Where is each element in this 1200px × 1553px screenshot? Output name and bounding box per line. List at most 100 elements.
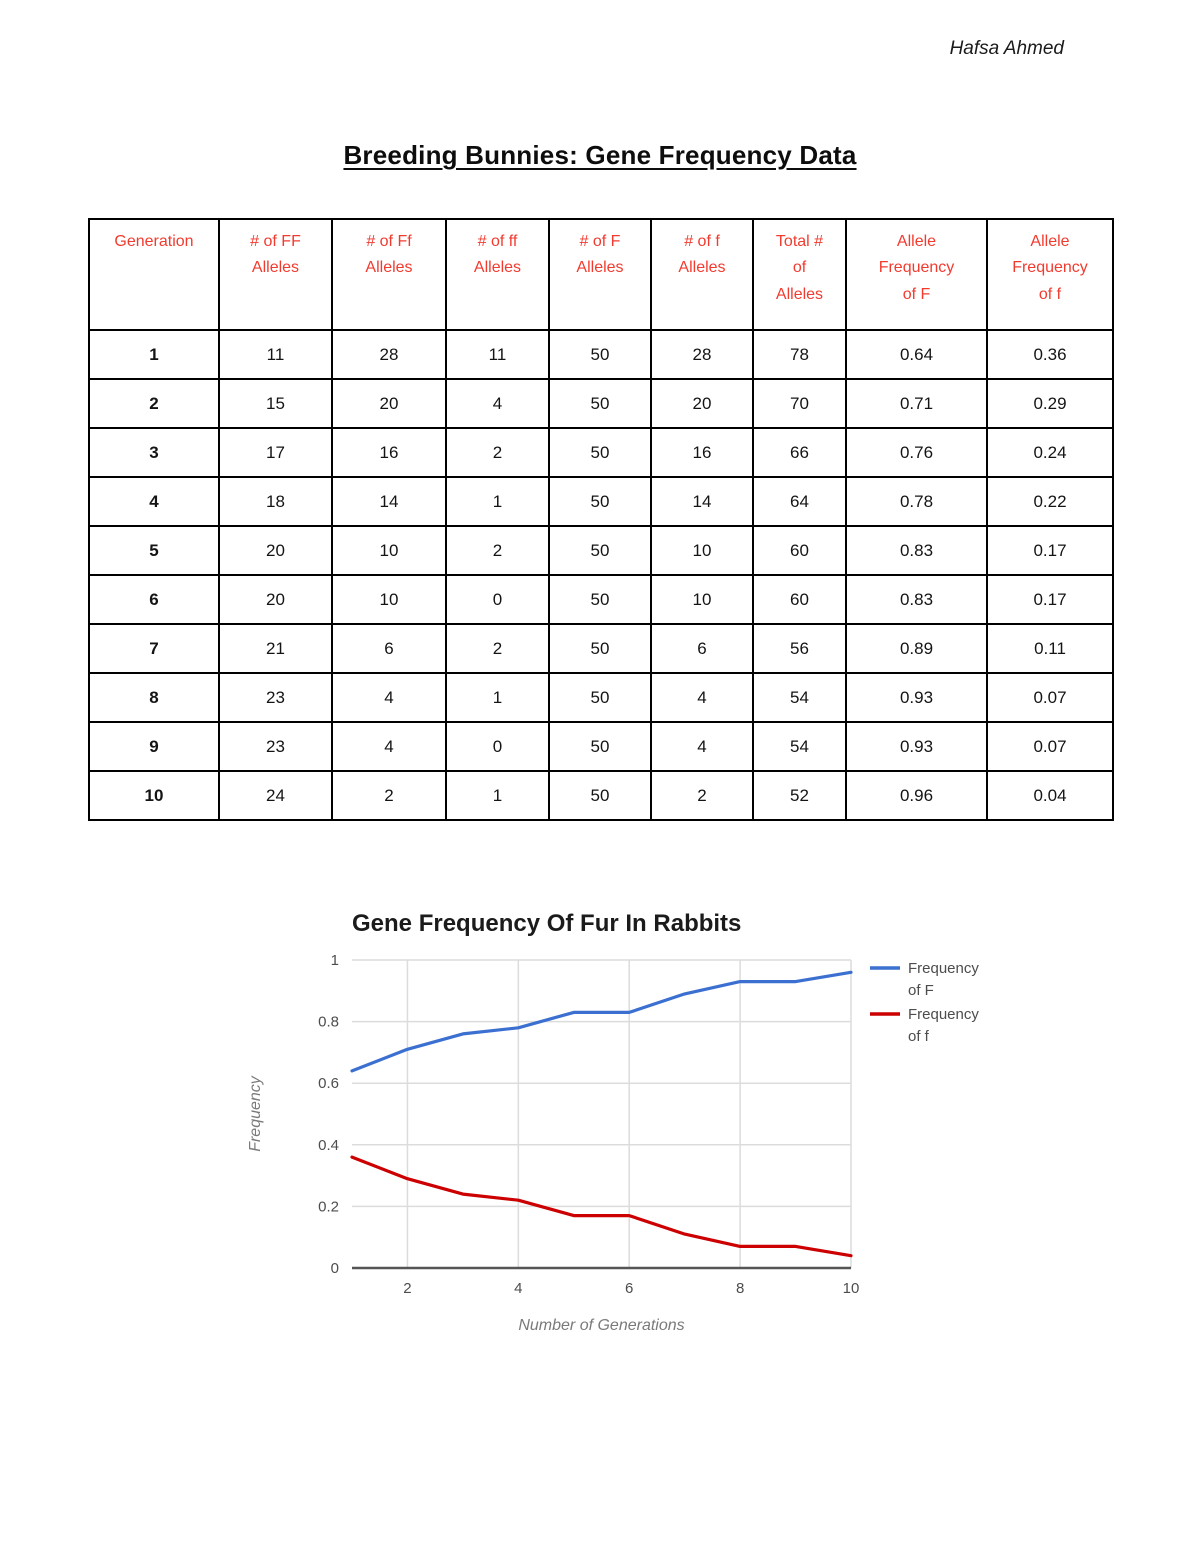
value-cell: 1 bbox=[445, 770, 550, 821]
table-row: 2 15 20 4 50 20 70 0.71 0.29 bbox=[88, 378, 1114, 429]
x-axis-title: Number of Generations bbox=[518, 1317, 684, 1334]
x-tick-label: 2 bbox=[403, 1280, 411, 1297]
value-cell: 50 bbox=[548, 574, 652, 625]
y-tick-label: 0.4 bbox=[318, 1137, 339, 1154]
y-axis-title: Frequency bbox=[247, 1075, 264, 1152]
series-line-frequency-of-f bbox=[350, 970, 853, 1073]
value-cell: 2 bbox=[650, 770, 754, 821]
value-cell: 6 bbox=[650, 623, 754, 674]
value-cell: 0.96 bbox=[845, 770, 988, 821]
generation-cell: 9 bbox=[88, 721, 220, 772]
value-cell: 0.07 bbox=[986, 721, 1114, 772]
table-row: 1 11 28 11 50 28 78 0.64 0.36 bbox=[88, 329, 1114, 380]
table-row: 4 18 14 1 50 14 64 0.78 0.22 bbox=[88, 476, 1114, 527]
value-cell: 50 bbox=[548, 525, 652, 576]
value-cell: 0.24 bbox=[986, 427, 1114, 478]
x-tick-label: 6 bbox=[625, 1280, 633, 1297]
author-name: Hafsa Ahmed bbox=[949, 38, 1064, 59]
generation-cell: 4 bbox=[88, 476, 220, 527]
value-cell: 0.93 bbox=[845, 721, 988, 772]
chart-canvas: 0 0.2 0.4 0.6 0.8 1 2 4 6 8 10 Gene Frequency Of Fu… bbox=[247, 910, 979, 1334]
value-cell: 54 bbox=[752, 672, 847, 723]
value-cell: 10 bbox=[650, 525, 754, 576]
value-cell: 0.71 bbox=[845, 378, 988, 429]
value-cell: 0.83 bbox=[845, 574, 988, 625]
table-row: 6 20 10 0 50 10 60 0.83 0.17 bbox=[88, 574, 1114, 625]
column-header: # of f Alleles bbox=[650, 218, 754, 331]
value-cell: 20 bbox=[218, 525, 333, 576]
column-header: # of FF Alleles bbox=[218, 218, 333, 331]
value-cell: 0.36 bbox=[986, 329, 1114, 380]
table-row: 9 23 4 0 50 4 54 0.93 0.07 bbox=[88, 721, 1114, 772]
value-cell: 2 bbox=[445, 623, 550, 674]
value-cell: 17 bbox=[218, 427, 333, 478]
value-cell: 0.04 bbox=[986, 770, 1114, 821]
value-cell: 10 bbox=[650, 574, 754, 625]
value-cell: 50 bbox=[548, 721, 652, 772]
value-cell: 1 bbox=[445, 476, 550, 527]
value-cell: 50 bbox=[548, 476, 652, 527]
y-tick-label: 1 bbox=[331, 952, 339, 969]
value-cell: 0.17 bbox=[986, 525, 1114, 576]
value-cell: 4 bbox=[445, 378, 550, 429]
value-cell: 50 bbox=[548, 427, 652, 478]
legend-label: Frequency bbox=[908, 960, 979, 977]
value-cell: 0.83 bbox=[845, 525, 988, 576]
value-cell: 0.11 bbox=[986, 623, 1114, 674]
value-cell: 14 bbox=[650, 476, 754, 527]
value-cell: 14 bbox=[331, 476, 447, 527]
value-cell: 0.22 bbox=[986, 476, 1114, 527]
value-cell: 10 bbox=[331, 525, 447, 576]
value-cell: 60 bbox=[752, 574, 847, 625]
value-cell: 0.29 bbox=[986, 378, 1114, 429]
legend-label: Frequency bbox=[908, 1006, 979, 1023]
generation-cell: 5 bbox=[88, 525, 220, 576]
value-cell: 70 bbox=[752, 378, 847, 429]
value-cell: 24 bbox=[218, 770, 333, 821]
value-cell: 20 bbox=[331, 378, 447, 429]
value-cell: 54 bbox=[752, 721, 847, 772]
value-cell: 0.17 bbox=[986, 574, 1114, 625]
data-table-body: 1 11 28 11 50 28 78 0.64 0.36 2 15 20 4 50 20 70 0.71 0.2… bbox=[88, 329, 1114, 821]
value-cell: 2 bbox=[445, 525, 550, 576]
table-row: 8 23 4 1 50 4 54 0.93 0.07 bbox=[88, 672, 1114, 723]
column-header: # of Ff Alleles bbox=[331, 218, 447, 331]
x-tick-label: 8 bbox=[736, 1280, 744, 1297]
series-line-frequency-of-f bbox=[350, 1155, 853, 1258]
column-header: # of F Alleles bbox=[548, 218, 652, 331]
value-cell: 2 bbox=[445, 427, 550, 478]
value-cell: 1 bbox=[445, 672, 550, 723]
legend-label: of F bbox=[908, 982, 934, 999]
value-cell: 50 bbox=[548, 623, 652, 674]
value-cell: 4 bbox=[331, 672, 447, 723]
table-header-row: Generation # of FF Alleles # of Ff Alleles… bbox=[88, 218, 1114, 331]
value-cell: 0.89 bbox=[845, 623, 988, 674]
column-header: # of ff Alleles bbox=[445, 218, 550, 331]
table-row: 7 21 6 2 50 6 56 0.89 0.11 bbox=[88, 623, 1114, 674]
column-header: Allele Frequency of f bbox=[986, 218, 1114, 331]
value-cell: 16 bbox=[331, 427, 447, 478]
value-cell: 20 bbox=[218, 574, 333, 625]
value-cell: 78 bbox=[752, 329, 847, 380]
table-row: 5 20 10 2 50 10 60 0.83 0.17 bbox=[88, 525, 1114, 576]
value-cell: 28 bbox=[331, 329, 447, 380]
value-cell: 4 bbox=[650, 721, 754, 772]
value-cell: 0 bbox=[445, 574, 550, 625]
column-header: Allele Frequency of F bbox=[845, 218, 988, 331]
value-cell: 60 bbox=[752, 525, 847, 576]
y-tick-label: 0 bbox=[331, 1260, 339, 1277]
y-tick-label: 0.2 bbox=[318, 1198, 339, 1215]
value-cell: 0.64 bbox=[845, 329, 988, 380]
value-cell: 18 bbox=[218, 476, 333, 527]
value-cell: 0.78 bbox=[845, 476, 988, 527]
value-cell: 50 bbox=[548, 378, 652, 429]
value-cell: 20 bbox=[650, 378, 754, 429]
value-cell: 11 bbox=[218, 329, 333, 380]
legend-label: of f bbox=[908, 1028, 930, 1045]
generation-cell: 10 bbox=[88, 770, 220, 821]
generation-cell: 7 bbox=[88, 623, 220, 674]
value-cell: 2 bbox=[331, 770, 447, 821]
value-cell: 0.76 bbox=[845, 427, 988, 478]
value-cell: 4 bbox=[650, 672, 754, 723]
x-tick-label: 4 bbox=[514, 1280, 522, 1297]
